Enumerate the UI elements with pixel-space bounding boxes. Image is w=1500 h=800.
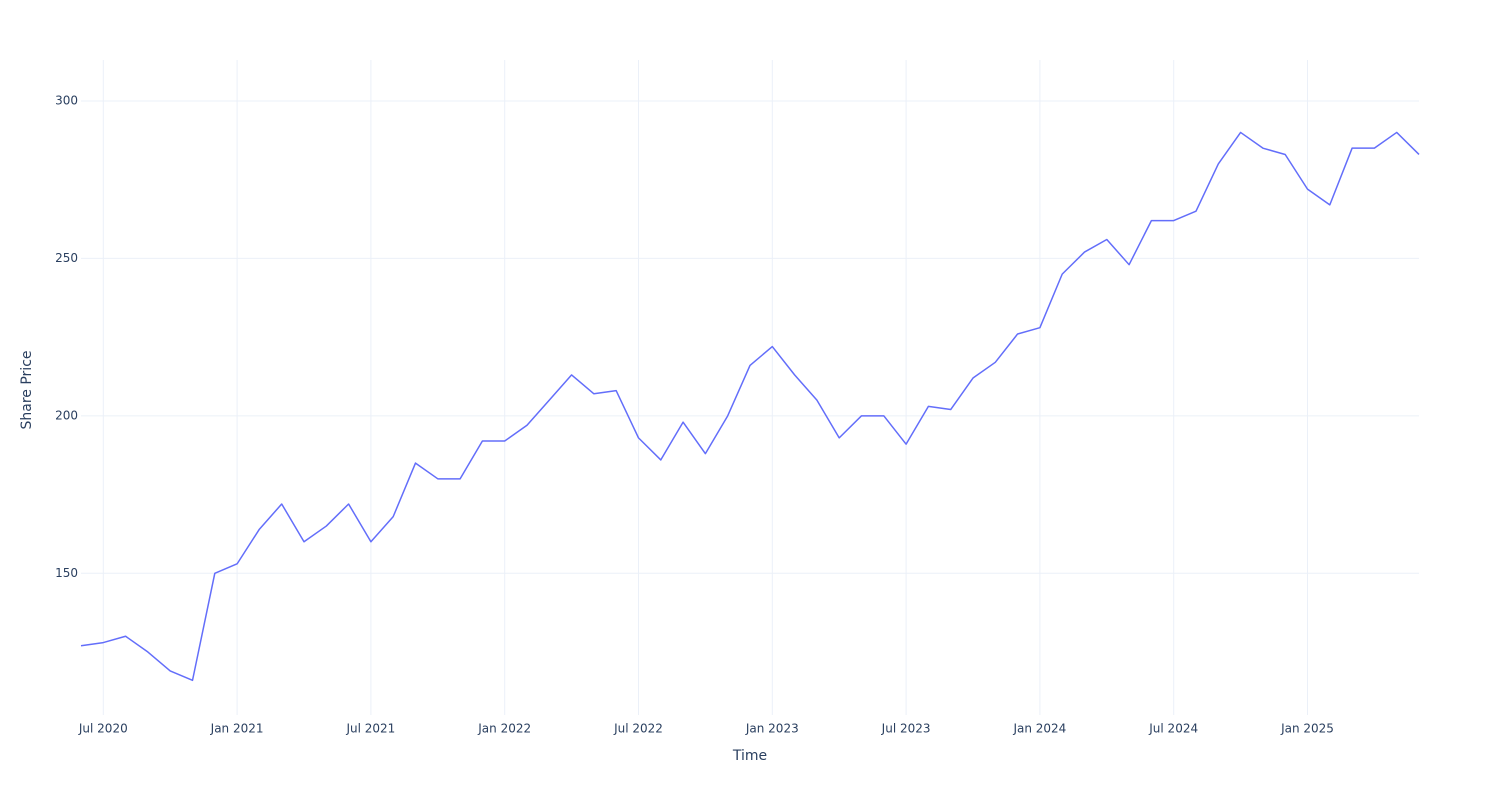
y-tick-label: 200: [55, 408, 78, 422]
x-tick-label: Jul 2024: [1148, 722, 1198, 736]
x-tick-label: Jul 2023: [881, 722, 931, 736]
x-tick-label: Jan 2022: [477, 722, 531, 736]
y-tick-label: 250: [55, 251, 78, 265]
x-tick-label: Jul 2020: [78, 722, 128, 736]
price-line: [80, 131, 1420, 682]
grid: [81, 60, 1419, 715]
x-tick-label: Jan 2024: [1012, 722, 1066, 736]
y-tick-label: 300: [55, 93, 78, 107]
y-axis-title: Share Price: [19, 350, 35, 429]
x-axis-title: Time: [732, 748, 767, 764]
y-tick-label: 150: [55, 566, 78, 580]
x-tick-label: Jan 2023: [745, 722, 799, 736]
x-tick-label: Jan 2025: [1280, 722, 1334, 736]
x-tick-label: Jul 2021: [345, 722, 395, 736]
x-tick-label: Jul 2022: [613, 722, 663, 736]
x-tick-label: Jan 2021: [210, 722, 264, 736]
